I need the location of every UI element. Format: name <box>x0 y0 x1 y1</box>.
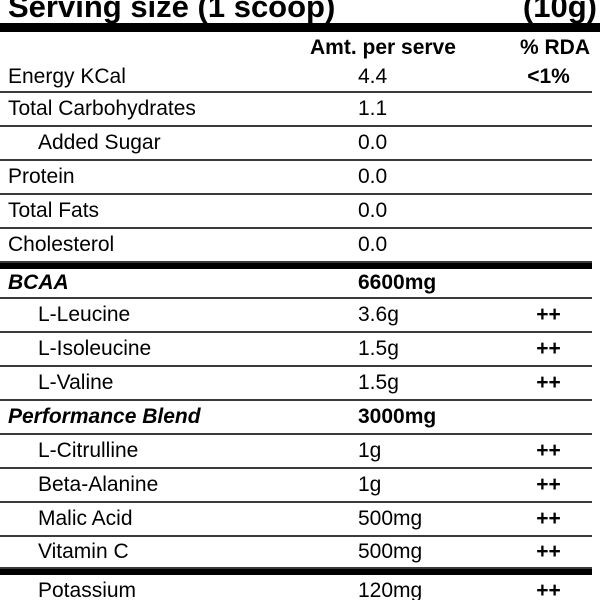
serving-size-title: Serving size (1 scoop) <box>8 0 336 24</box>
row-label: Performance Blend <box>8 405 201 428</box>
row-rda: ++ <box>536 303 561 326</box>
row-rda: ++ <box>536 579 561 600</box>
amount-column-header: Amt. per serve <box>310 35 456 59</box>
row-rda <box>505 93 592 125</box>
row-label: L-Citrulline <box>38 439 139 462</box>
row-amount: 1.1 <box>358 97 388 120</box>
row-amount: 1g <box>358 473 382 496</box>
table-row-vitamin-c: Vitamin C 500mg ++ <box>0 537 592 569</box>
row-label: Total Carbohydrates <box>8 97 196 120</box>
table-row-total-fats: Total Fats 0.0 <box>0 195 592 229</box>
row-rda: <1% <box>527 65 570 88</box>
table-row-cholesterol: Cholesterol 0.0 <box>0 229 592 263</box>
row-label: Potassium <box>38 579 137 600</box>
table-row-l-valine: L-Valine 1.5g ++ <box>0 367 592 401</box>
row-label: Beta-Alanine <box>38 473 159 496</box>
row-amount: 0.0 <box>358 131 388 154</box>
row-rda <box>505 195 592 227</box>
row-label: Vitamin C <box>38 540 129 563</box>
row-label: BCAA <box>8 271 69 294</box>
row-rda: ++ <box>536 540 561 563</box>
row-rda: ++ <box>536 507 561 530</box>
rda-column-header: % RDA <box>519 35 590 59</box>
table-row-energy: Energy KCal 4.4 <1% <box>0 63 592 93</box>
row-label: Total Fats <box>8 199 100 222</box>
row-amount: 6600mg <box>358 271 437 294</box>
row-rda <box>505 269 592 297</box>
row-amount: 3000mg <box>358 405 437 428</box>
row-amount: 500mg <box>358 507 423 530</box>
row-rda <box>505 127 592 159</box>
row-amount: 3.6g <box>358 303 399 326</box>
row-amount: 500mg <box>358 540 423 563</box>
facts-table: Energy KCal 4.4 <1% Total Carbohydrates … <box>0 63 600 600</box>
row-label: Energy KCal <box>8 65 126 88</box>
table-row-bcaa: BCAA 6600mg <box>0 269 592 299</box>
table-row-beta-alanine: Beta-Alanine 1g ++ <box>0 469 592 503</box>
row-amount: 4.4 <box>358 65 388 88</box>
row-label: Added Sugar <box>38 131 161 154</box>
row-amount: 0.0 <box>358 233 388 256</box>
row-rda <box>505 161 592 193</box>
row-rda <box>505 401 592 433</box>
row-rda: ++ <box>536 371 561 394</box>
table-row-potassium: Potassium 120mg ++ <box>0 575 592 600</box>
row-label: Malic Acid <box>38 507 133 530</box>
title-rule <box>0 23 600 32</box>
table-row-added-sugar: Added Sugar 0.0 <box>0 127 592 161</box>
section-divider <box>0 569 592 575</box>
row-rda: ++ <box>536 337 561 360</box>
column-header-row: Amt. per serve % RDA <box>0 32 600 63</box>
table-row-performance-blend: Performance Blend 3000mg <box>0 401 592 435</box>
row-label: L-Isoleucine <box>38 337 152 360</box>
row-label: L-Valine <box>38 371 114 394</box>
row-rda: ++ <box>536 439 561 462</box>
table-row-l-leucine: L-Leucine 3.6g ++ <box>0 299 592 333</box>
row-amount: 1.5g <box>358 371 399 394</box>
serving-size-row: Serving size (1 scoop) (10g) <box>8 0 597 25</box>
row-label: Protein <box>8 165 75 188</box>
row-amount: 0.0 <box>358 199 388 222</box>
row-amount: 1.5g <box>358 337 399 360</box>
row-rda: ++ <box>536 473 561 496</box>
row-rda <box>505 229 592 261</box>
table-row-l-isoleucine: L-Isoleucine 1.5g ++ <box>0 333 592 367</box>
section-divider <box>0 263 592 269</box>
table-row-total-carbohydrates: Total Carbohydrates 1.1 <box>0 93 592 127</box>
row-amount: 1g <box>358 439 382 462</box>
table-row-malic-acid: Malic Acid 500mg ++ <box>0 503 592 537</box>
table-row-protein: Protein 0.0 <box>0 161 592 195</box>
table-row-l-citrulline: L-Citrulline 1g ++ <box>0 435 592 469</box>
row-label: Cholesterol <box>8 233 115 256</box>
row-label: L-Leucine <box>38 303 131 326</box>
row-amount: 0.0 <box>358 165 388 188</box>
serving-size-weight: (10g) <box>522 0 597 24</box>
row-amount: 120mg <box>358 579 423 600</box>
